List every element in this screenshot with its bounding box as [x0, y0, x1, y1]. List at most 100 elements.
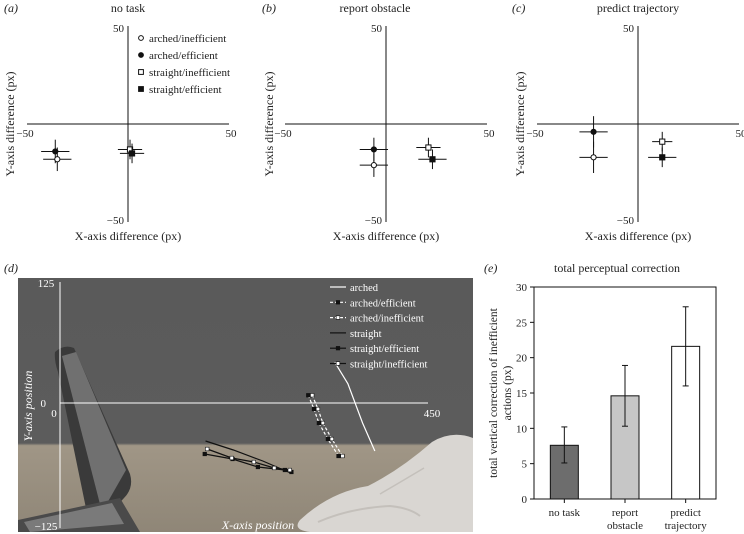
panel-d-tick-y0: 0	[41, 398, 47, 410]
legend-d-label-straight-efficient: straight/efficient	[350, 344, 419, 355]
panel-a-legend: arched/inefficient arched/efficient straig…	[138, 33, 230, 96]
panel-d-tick-ymax: 125	[38, 278, 55, 290]
legend-a-label-straight-inefficient: straight/inefficient	[149, 67, 230, 79]
panel-a-arched-efficient-point	[52, 148, 59, 155]
panel-c-straight-inefficient-point	[659, 138, 666, 145]
legend-d-label-arched-inefficient: arched/inefficient	[350, 314, 424, 325]
panel-d-arched-efficient-point-4	[336, 453, 341, 459]
panel-b-y-axis-label: Y-axis difference (px)	[262, 71, 276, 176]
legend-d-label-arched: arched	[350, 283, 379, 294]
panel-c-arched-efficient-point	[590, 128, 597, 135]
panel-e-ytick-label-10: 10	[516, 423, 528, 435]
panel-b-arched-inefficient-point	[370, 162, 377, 169]
panel-d-label: (d)	[4, 261, 18, 275]
panel-b-label: (b)	[262, 1, 276, 15]
panel-b-title: report obstacle	[340, 1, 411, 15]
tablet-image	[18, 346, 140, 532]
panel-e-no-task-label-line1: no task	[549, 507, 581, 519]
panel-b-scatter: (b) report obstacle −50 50 50 −50 X-axis dif…	[262, 1, 495, 243]
legend-a-marker-arched-efficient	[138, 52, 144, 58]
legend-d-marker-straight-efficient	[335, 346, 341, 351]
panel-e-ytick-label-30: 30	[516, 282, 528, 294]
panel-d-arched-inefficient-point-3	[329, 436, 334, 442]
panel-a-tick-xmin: −50	[16, 128, 34, 140]
panel-c-x-axis-label: X-axis difference (px)	[585, 229, 691, 243]
panel-d-straight-efficient-point-0	[202, 451, 207, 457]
panel-d-straight-efficient-point-2	[255, 464, 261, 470]
panel-e-predict-trajectory-label-line1: predict	[670, 507, 701, 519]
panel-d-arched-inefficient-point-2	[320, 420, 325, 426]
panel-c-straight-efficient-point	[659, 154, 666, 161]
panel-a-tick-ymin: −50	[107, 215, 125, 227]
legend-d-marker-arched-efficient	[335, 300, 341, 305]
panel-d-arched-inefficient-point-4	[340, 453, 345, 459]
panel-d-arched-efficient-point-1	[311, 406, 317, 412]
legend-a-label-arched-efficient: arched/efficient	[149, 50, 218, 62]
panel-e-bar-chart: (e) total perceptual correction 0 5 10 15 20…	[484, 261, 717, 532]
panel-d-y-axis-label: Y-axis position	[21, 371, 35, 442]
panel-d-x-axis-label: X-axis position	[221, 518, 294, 532]
panel-a-straight-efficient-point	[128, 150, 136, 157]
panel-d-tick-x0: 0	[51, 408, 57, 420]
panel-d-tick-xmax: 450	[424, 408, 441, 420]
legend-d-label-straight-inefficient: straight/inefficient	[350, 360, 427, 371]
panel-d-arched-line	[334, 362, 376, 452]
panel-c-scatter: (c) predict trajectory −50 50 50 −50 X-axis …	[512, 1, 744, 243]
panel-e-ytick-label-25: 25	[516, 317, 528, 329]
panel-b-tick-ymax: 50	[371, 23, 383, 35]
panel-e-y-axis-label-line1: total vertical correction of inefficient	[488, 307, 500, 477]
panel-d-arched-efficient-point-0	[306, 393, 311, 398]
panel-e-y-axis-label-line2: actions (px)	[502, 366, 514, 421]
panel-a-x-axis-label: X-axis difference (px)	[75, 229, 181, 243]
panel-a-title: no task	[111, 1, 145, 15]
panel-a-arched-inefficient-point	[54, 156, 61, 163]
panel-b-arched-efficient-point	[370, 146, 377, 153]
legend-a-label-straight-efficient: straight/efficient	[149, 84, 222, 96]
panel-d-arched-inefficient-point-1	[315, 406, 321, 412]
panel-a-tick-xmax: 50	[226, 128, 238, 140]
panel-d-arched-inefficient-point-0	[310, 393, 315, 398]
panel-e-ytick-label-0: 0	[522, 494, 528, 506]
panel-e-label: (e)	[484, 261, 497, 275]
panel-d-arched-efficient-point-3	[325, 436, 330, 442]
panel-d-straight-inefficient-point-0	[205, 446, 210, 452]
panel-d-straight-inefficient-point-2	[251, 459, 256, 465]
panel-b-straight-efficient-point	[429, 156, 436, 163]
panel-c-tick-ymin: −50	[617, 215, 635, 227]
panel-d-tick-ymin: −125	[35, 521, 58, 533]
legend-d-marker-straight-inefficient	[335, 361, 341, 366]
panel-b-tick-ymin: −50	[365, 215, 383, 227]
panel-a-y-axis-label: Y-axis difference (px)	[3, 71, 17, 176]
legend-d-label-arched-efficient: arched/efficient	[350, 298, 416, 309]
panel-a-tick-ymax: 50	[113, 23, 125, 35]
panel-e-ytick-label-5: 5	[522, 459, 528, 471]
legend-d-marker-arched-inefficient	[335, 315, 341, 320]
panel-c-tick-xmax: 50	[736, 128, 744, 140]
panel-a-label: (a)	[4, 1, 18, 15]
panel-e-title: total perceptual correction	[554, 261, 680, 275]
panel-c-label: (c)	[512, 1, 525, 15]
panel-a-scatter: (a) no task −50 50 50 −50 X-axis difference …	[3, 1, 237, 243]
panel-e-ytick-label-20: 20	[516, 353, 528, 365]
panel-b-tick-xmax: 50	[484, 128, 496, 140]
panel-b-tick-xmin: −50	[274, 128, 292, 140]
legend-a-label-arched-inefficient: arched/inefficient	[149, 33, 226, 45]
legend-d-label-straight: straight	[350, 329, 382, 340]
panel-d-straight-inefficient-point-4	[287, 467, 292, 473]
panel-c-title: predict trajectory	[597, 1, 679, 15]
legend-a-marker-straight-inefficient	[138, 69, 144, 75]
legend-a-marker-arched-inefficient	[138, 35, 144, 41]
hand-image	[297, 434, 473, 532]
panel-b-straight-inefficient-point	[425, 144, 432, 151]
panel-d-straight-inefficient-point-3	[272, 465, 277, 471]
panel-c-tick-ymax: 50	[623, 23, 635, 35]
panel-d-straight-line	[205, 440, 291, 474]
panel-e-report-obstacle-label-line1: report	[612, 507, 638, 519]
panel-b-x-axis-label: X-axis difference (px)	[333, 229, 439, 243]
panel-e-predict-trajectory-label-line2: trajectory	[665, 520, 708, 532]
legend-a-marker-straight-efficient	[138, 86, 144, 92]
panel-c-arched-inefficient-point	[590, 154, 597, 161]
panel-c-tick-xmin: −50	[526, 128, 544, 140]
panel-d-arched-efficient-point-2	[316, 420, 321, 426]
